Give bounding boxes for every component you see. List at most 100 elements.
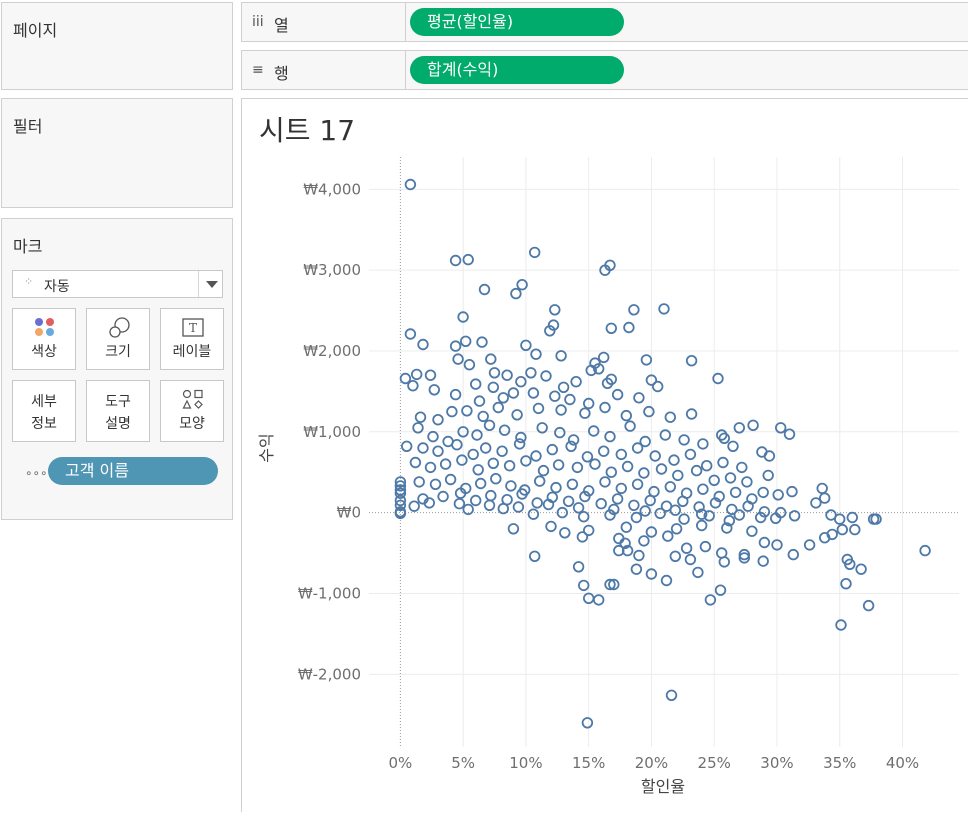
data-point[interactable] (564, 393, 576, 406)
data-point[interactable] (703, 510, 715, 522)
data-point[interactable] (408, 500, 420, 512)
data-point[interactable] (520, 455, 532, 467)
data-point[interactable] (844, 558, 856, 571)
data-point[interactable] (483, 419, 496, 432)
data-point[interactable] (488, 367, 501, 379)
data-point[interactable] (638, 535, 650, 547)
data-point[interactable] (834, 513, 846, 525)
data-point[interactable] (449, 254, 462, 267)
data-point[interactable] (628, 499, 640, 512)
data-point[interactable] (527, 508, 540, 520)
data-point[interactable] (685, 355, 698, 367)
data-point[interactable] (459, 335, 472, 348)
data-point[interactable] (399, 372, 412, 385)
data-point[interactable] (621, 460, 634, 473)
filters-shelf[interactable]: 필터 (1, 98, 233, 208)
data-point[interactable] (855, 563, 867, 575)
data-point[interactable] (708, 474, 720, 487)
data-point[interactable] (581, 451, 594, 463)
data-point[interactable] (510, 287, 522, 300)
data-point[interactable] (536, 422, 548, 434)
data-point[interactable] (755, 511, 767, 524)
data-point[interactable] (643, 405, 655, 418)
data-point[interactable] (645, 568, 658, 580)
data-point[interactable] (417, 338, 429, 351)
color-button[interactable]: 색상 (12, 308, 76, 370)
data-point[interactable] (407, 380, 419, 392)
data-point[interactable] (409, 456, 422, 469)
data-point[interactable] (631, 442, 644, 454)
data-point[interactable] (819, 492, 831, 504)
data-point[interactable] (529, 246, 541, 259)
data-point[interactable] (678, 513, 690, 525)
data-point[interactable] (547, 319, 560, 331)
data-point[interactable] (554, 426, 566, 439)
data-point[interactable] (540, 370, 552, 382)
data-point[interactable] (429, 478, 442, 491)
data-point[interactable] (496, 445, 508, 457)
data-point[interactable] (599, 401, 611, 414)
data-point[interactable] (400, 440, 413, 453)
data-point[interactable] (693, 501, 705, 513)
data-point[interactable] (424, 461, 437, 474)
data-point[interactable] (544, 325, 556, 337)
data-point[interactable] (424, 369, 437, 381)
data-point[interactable] (413, 476, 425, 488)
mark-type-dropdown[interactable]: ⁘ 자동 (12, 270, 223, 298)
data-point[interactable] (472, 464, 484, 476)
data-point[interactable] (690, 464, 703, 477)
data-point[interactable] (840, 578, 852, 590)
data-point[interactable] (478, 283, 491, 296)
data-point[interactable] (619, 537, 631, 550)
data-point[interactable] (467, 448, 479, 461)
data-point[interactable] (542, 498, 555, 511)
data-point[interactable] (605, 322, 618, 335)
data-point[interactable] (654, 507, 666, 520)
data-point[interactable] (479, 442, 492, 454)
data-point[interactable] (530, 348, 542, 360)
size-button[interactable]: 크기 (86, 308, 150, 370)
data-point[interactable] (692, 566, 704, 579)
data-point[interactable] (624, 420, 636, 432)
data-point[interactable] (639, 435, 651, 448)
data-point[interactable] (559, 527, 571, 539)
data-point[interactable] (742, 500, 754, 512)
data-point[interactable] (649, 450, 661, 462)
data-point[interactable] (729, 486, 742, 499)
data-point[interactable] (772, 489, 784, 501)
data-point[interactable] (697, 483, 709, 495)
data-point[interactable] (404, 178, 417, 191)
data-point[interactable] (498, 424, 511, 436)
detail-button[interactable]: 세부 정보 (12, 380, 76, 442)
data-point[interactable] (631, 478, 644, 491)
data-point[interactable] (572, 561, 585, 573)
data-point[interactable] (497, 502, 510, 515)
data-point[interactable] (557, 381, 570, 394)
data-point[interactable] (549, 390, 561, 402)
data-point[interactable] (746, 525, 758, 537)
data-point[interactable] (485, 353, 497, 365)
data-point[interactable] (747, 419, 759, 432)
data-point[interactable] (566, 478, 579, 491)
data-point[interactable] (608, 578, 620, 591)
data-point[interactable] (545, 520, 557, 533)
data-point[interactable] (680, 542, 693, 554)
data-point[interactable] (849, 523, 861, 536)
data-point[interactable] (696, 519, 708, 532)
data-point[interactable] (836, 523, 849, 536)
data-point[interactable] (537, 464, 550, 477)
data-point[interactable] (572, 502, 585, 514)
data-point[interactable] (738, 552, 751, 564)
data-point[interactable] (531, 497, 543, 509)
data-point[interactable] (449, 340, 462, 352)
data-point[interactable] (758, 536, 771, 549)
data-point[interactable] (816, 482, 828, 495)
scatter-plot[interactable]: ₩4,000 ₩3,000 ₩2,000 ₩1,000 ₩0 ₩-1,000 ₩-2,000… (242, 99, 968, 813)
data-point[interactable] (738, 548, 751, 561)
data-point[interactable] (763, 450, 776, 462)
data-point[interactable] (453, 498, 466, 510)
data-point[interactable] (696, 508, 708, 520)
data-point[interactable] (469, 378, 482, 390)
data-point[interactable] (585, 364, 597, 377)
data-point[interactable] (787, 548, 800, 561)
